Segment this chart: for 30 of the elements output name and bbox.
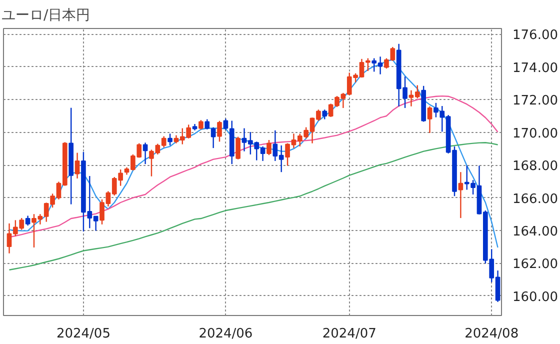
candlestick xyxy=(204,118,210,130)
y-tick-label: 162.00 xyxy=(512,257,558,272)
y-tick-label: 166.00 xyxy=(512,192,558,207)
candlestick xyxy=(210,126,216,149)
candlestick xyxy=(266,139,272,156)
y-tick-label: 172.00 xyxy=(512,94,558,109)
x-tick-label: 2024/06 xyxy=(198,326,253,342)
candlestick xyxy=(236,136,240,160)
candlestick xyxy=(427,106,432,134)
candlestick xyxy=(458,171,464,219)
candlestick xyxy=(168,133,172,146)
y-tick-label: 168.00 xyxy=(512,159,558,174)
x-tick-label: 2024/07 xyxy=(322,326,376,342)
candlestick xyxy=(322,109,328,120)
x-tick-label: 2024/08 xyxy=(464,326,519,342)
line-series xyxy=(8,59,498,248)
candlestick xyxy=(217,120,222,142)
y-tick-label: 176.00 xyxy=(512,28,558,44)
candlestick xyxy=(198,119,204,130)
candlestick xyxy=(142,142,148,165)
y-tick-label: 174.00 xyxy=(512,60,558,76)
y-tick-label: 164.00 xyxy=(512,224,558,240)
candlestick xyxy=(223,118,228,130)
y-tick-label: 160.00 xyxy=(512,290,558,305)
candlestick xyxy=(74,152,80,180)
chart-title: ユーロ/日本円 xyxy=(2,8,90,24)
y-tick-label: 170.00 xyxy=(512,126,558,142)
x-tick-label: 2024/05 xyxy=(56,326,110,342)
candlestick xyxy=(25,215,30,226)
line-series xyxy=(8,142,498,270)
